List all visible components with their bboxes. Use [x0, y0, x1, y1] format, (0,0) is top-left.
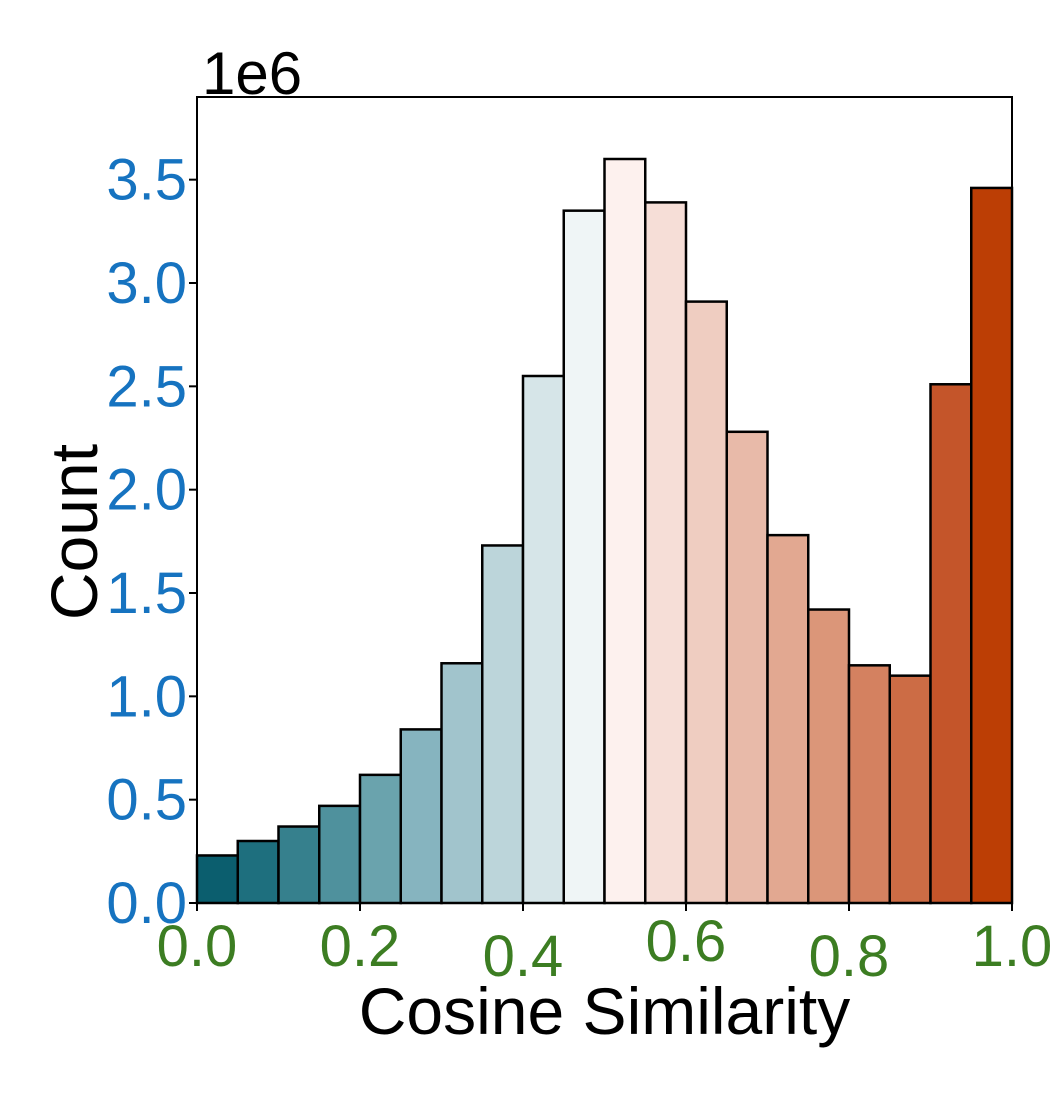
bars-group: [195, 157, 1014, 905]
y-axis: 0.0 0.5 1.0 1.5 2.0 2.5 3.0 3.5: [106, 148, 197, 936]
y-axis-title: Count: [37, 444, 111, 620]
histogram-bar: [603, 157, 647, 905]
histogram-bar: [725, 430, 769, 905]
x-tick-label: 0.6: [646, 909, 727, 974]
histogram-bar: [277, 825, 321, 905]
y-tick-label: 0.5: [106, 768, 187, 833]
y-tick-label: 1.5: [106, 561, 187, 626]
y-offset-label: 1e6: [202, 40, 302, 107]
histogram-bar: [847, 664, 891, 905]
histogram-bar: [440, 662, 484, 905]
y-tick-label: 3.5: [106, 148, 187, 213]
x-tick-label: 0.8: [809, 924, 890, 989]
histogram-bar: [236, 839, 280, 905]
histogram-bar: [521, 374, 565, 905]
histogram-bar: [399, 728, 443, 905]
plot-frame: [196, 96, 1013, 904]
histogram-bar: [358, 773, 402, 905]
histogram-bar: [562, 209, 606, 905]
y-tick-label: 2.0: [106, 458, 187, 523]
x-tick-label: 0.4: [483, 924, 564, 989]
x-tick-label: 0.0: [157, 914, 238, 979]
histogram-bar: [970, 186, 1014, 905]
x-axis: 0.0 0.2 0.4 0.6 0.8 1.0: [157, 903, 1053, 989]
histogram-bar: [195, 854, 239, 905]
histogram-bar: [481, 544, 525, 905]
y-tick-label: 1.0: [106, 664, 187, 729]
histogram-bar: [644, 201, 688, 905]
x-tick-label: 1.0: [972, 914, 1053, 979]
histogram-bar: [684, 300, 728, 905]
x-axis-title: Cosine Similarity: [359, 974, 850, 1048]
histogram-bar: [888, 674, 932, 905]
y-tick-label: 3.0: [106, 251, 187, 316]
y-tick-label: 0.0: [106, 871, 187, 936]
histogram-bar: [766, 533, 810, 905]
histogram-bar: [929, 383, 973, 905]
y-tick-label: 2.5: [106, 354, 187, 419]
histogram-bar: [807, 608, 851, 905]
x-tick-label: 0.2: [320, 914, 401, 979]
histogram-bar: [318, 804, 362, 905]
